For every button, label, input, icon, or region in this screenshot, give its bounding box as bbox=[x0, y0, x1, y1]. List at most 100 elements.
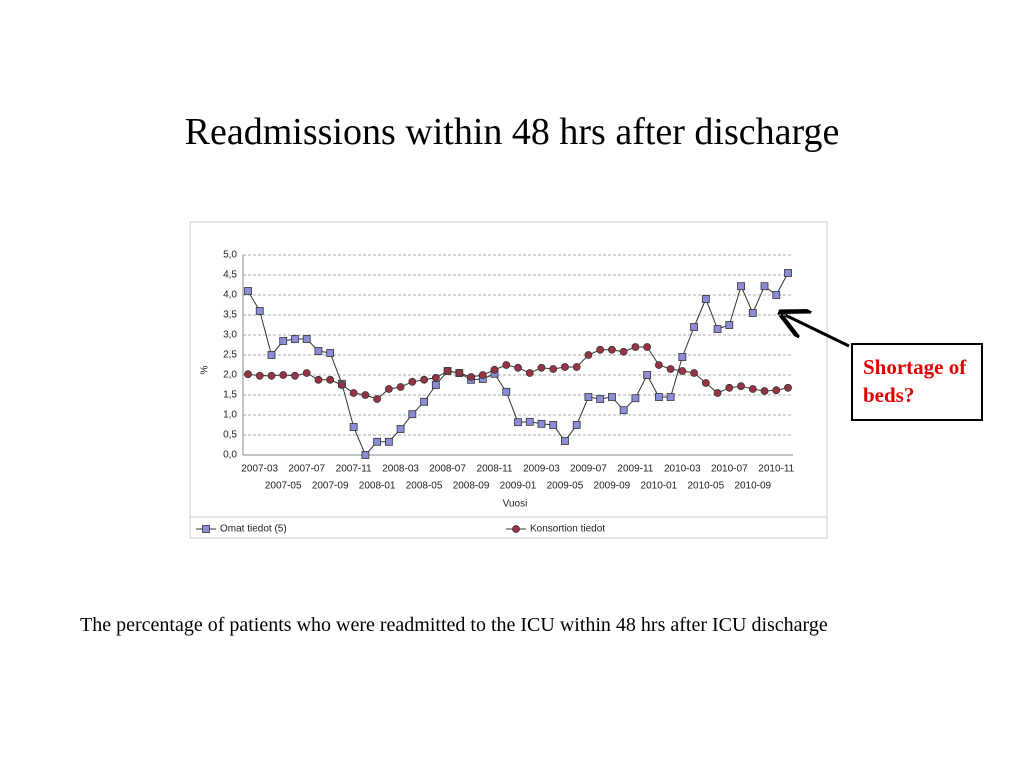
x-tick-label: 2008-07 bbox=[429, 464, 466, 475]
y-tick-label: 2,0 bbox=[223, 370, 237, 381]
x-tick-label: 2010-05 bbox=[687, 481, 724, 492]
data-point bbox=[373, 437, 382, 446]
data-point bbox=[244, 370, 252, 379]
data-point bbox=[384, 437, 393, 446]
x-tick-label: 2009-03 bbox=[523, 464, 560, 475]
data-point bbox=[291, 371, 299, 380]
data-point bbox=[549, 421, 558, 429]
data-point bbox=[748, 385, 757, 393]
x-tick-label: 2007-09 bbox=[312, 481, 349, 492]
data-point bbox=[384, 385, 393, 393]
data-point bbox=[737, 282, 745, 291]
x-tick-label: 2008-03 bbox=[382, 464, 419, 475]
caption: The percentage of patients who were read… bbox=[80, 614, 828, 636]
data-point bbox=[420, 397, 428, 406]
data-point bbox=[490, 365, 499, 374]
x-tick-label: 2010-09 bbox=[734, 481, 771, 492]
data-point bbox=[338, 381, 346, 389]
data-point bbox=[302, 335, 311, 343]
data-point bbox=[760, 387, 769, 395]
legend-marker bbox=[512, 525, 520, 533]
data-point bbox=[584, 351, 593, 359]
data-point bbox=[619, 406, 628, 415]
data-point bbox=[244, 287, 252, 295]
x-tick-label: 2008-11 bbox=[477, 464, 513, 475]
data-point bbox=[408, 410, 417, 419]
data-point bbox=[502, 361, 511, 369]
data-point bbox=[784, 269, 792, 277]
y-tick-label: 2,5 bbox=[223, 350, 237, 361]
y-tick-label: 1,0 bbox=[223, 410, 237, 421]
data-point bbox=[267, 351, 276, 359]
data-point bbox=[596, 395, 605, 403]
data-point bbox=[584, 393, 593, 401]
data-point bbox=[725, 321, 734, 329]
data-point bbox=[631, 343, 640, 351]
x-tick-label: 2007-11 bbox=[336, 464, 372, 475]
annotation: Shortage of beds? bbox=[851, 343, 983, 421]
data-point bbox=[525, 417, 534, 426]
data-point bbox=[643, 343, 652, 351]
data-point bbox=[772, 386, 781, 395]
data-point bbox=[291, 335, 299, 343]
data-point bbox=[713, 389, 722, 397]
x-tick-label: 2010-03 bbox=[664, 464, 701, 475]
data-point bbox=[713, 325, 722, 333]
data-point bbox=[326, 375, 335, 384]
x-tick-label: 2007-03 bbox=[241, 464, 278, 475]
data-point bbox=[537, 419, 546, 428]
data-point bbox=[514, 418, 522, 427]
data-point bbox=[701, 379, 710, 387]
data-point bbox=[455, 369, 464, 377]
data-point bbox=[314, 347, 323, 355]
data-point bbox=[725, 383, 734, 392]
data-point bbox=[502, 387, 511, 396]
data-point bbox=[431, 373, 440, 382]
data-point bbox=[302, 369, 311, 377]
data-point bbox=[572, 363, 581, 371]
x-axis-label: Vuosi bbox=[503, 499, 528, 510]
x-tick-label: 2009-07 bbox=[570, 464, 607, 475]
data-point bbox=[631, 394, 640, 403]
y-tick-label: 4,5 bbox=[223, 270, 237, 281]
data-point bbox=[737, 382, 745, 391]
data-point bbox=[690, 323, 698, 331]
y-tick-label: 0,5 bbox=[223, 430, 237, 441]
data-point bbox=[255, 371, 264, 380]
data-point bbox=[549, 365, 558, 373]
y-tick-label: 3,0 bbox=[223, 330, 237, 341]
data-point bbox=[420, 375, 428, 384]
y-tick-label: 5,0 bbox=[223, 250, 237, 261]
annotation-arrow bbox=[781, 313, 850, 348]
data-point bbox=[349, 389, 358, 397]
data-point bbox=[654, 361, 663, 369]
data-point bbox=[408, 377, 417, 386]
x-tick-label: 2008-01 bbox=[359, 481, 396, 492]
x-tick-label: 2007-07 bbox=[288, 464, 325, 475]
x-tick-label: 2010-01 bbox=[641, 481, 678, 492]
data-point bbox=[255, 307, 264, 315]
data-point bbox=[373, 395, 382, 403]
data-point bbox=[478, 371, 487, 379]
data-point bbox=[596, 345, 605, 354]
data-point bbox=[678, 353, 687, 361]
data-point bbox=[678, 367, 687, 375]
data-point bbox=[772, 291, 781, 299]
data-point bbox=[643, 371, 652, 379]
x-tick-label: 2009-09 bbox=[594, 481, 631, 492]
x-tick-label: 2009-01 bbox=[500, 481, 537, 492]
data-point bbox=[525, 369, 534, 377]
data-point bbox=[396, 425, 405, 433]
data-point bbox=[654, 393, 663, 401]
y-axis-label: % bbox=[200, 365, 211, 374]
data-point bbox=[608, 393, 616, 401]
data-point bbox=[467, 373, 475, 381]
data-point bbox=[701, 295, 710, 303]
data-point bbox=[760, 282, 769, 291]
data-point bbox=[396, 383, 405, 391]
data-point bbox=[561, 363, 569, 371]
x-tick-label: 2009-05 bbox=[547, 481, 584, 492]
y-tick-label: 4,0 bbox=[223, 290, 237, 301]
x-tick-label: 2009-11 bbox=[617, 464, 653, 475]
